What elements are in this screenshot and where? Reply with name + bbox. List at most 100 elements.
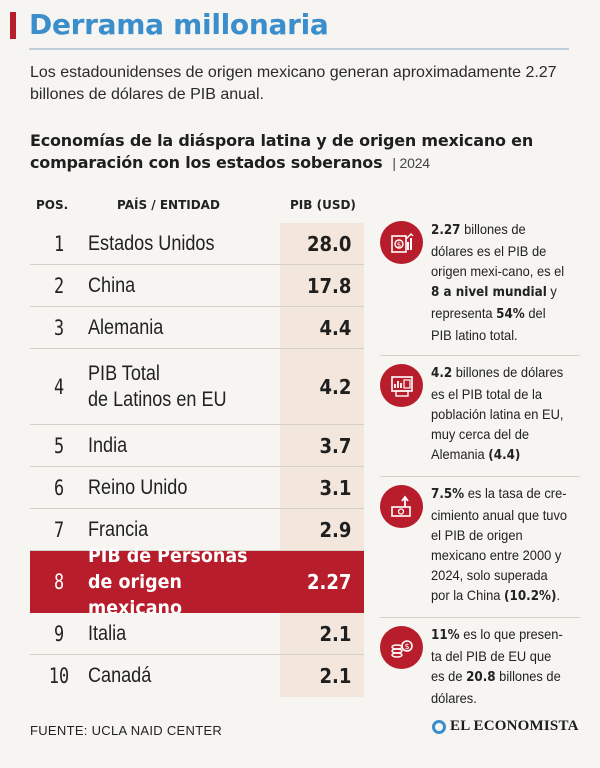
table-row: 2 China 17.8: [30, 265, 364, 307]
title-divider: [29, 48, 569, 50]
gdp-value: 2.1: [319, 664, 352, 688]
rank-position: 9: [53, 621, 65, 646]
fact-box: 7.5% es la tasa de cre-cimiento anual qu…: [380, 477, 580, 618]
gdp-value: 3.7: [319, 433, 352, 458]
fact-text-span: billones de dólares es el PIB de origen …: [431, 221, 565, 279]
column-header-pos: POS.: [36, 198, 69, 212]
table-row: 6 Reino Unido 3.1: [30, 467, 364, 509]
entity-name: India: [88, 433, 253, 459]
pib-column-background: [280, 223, 364, 697]
entity-name-line: de Latinos en EU: [88, 387, 227, 411]
fact-highlight: 8 a nivel mundial: [431, 285, 547, 300]
brand-globe-icon: [432, 719, 446, 734]
fact-text: 4.2 billones de dólares es el PIB total …: [431, 362, 568, 466]
gdp-value: 3.1: [319, 475, 352, 500]
fact-highlight: 4.2: [431, 366, 453, 381]
ranking-table: 1 Estados Unidos 28.0 2 China 17.8 3 Alemania 4.…: [30, 223, 364, 697]
chart-title: Economías de la diáspora latina y de ori…: [30, 130, 580, 174]
page-subtitle: Los estadounidenses de origen mexicano g…: [30, 64, 557, 103]
entity-name-line: Reino Unido: [88, 475, 188, 499]
fact-text: 2.27 billones de dólares es el PIB de or…: [431, 219, 568, 345]
table-row: 4 PIB Total de Latinos en EU 4.2: [30, 349, 364, 425]
fact-highlight: 11%: [431, 628, 460, 643]
svg-text:$: $: [404, 642, 409, 651]
fact-text-span: .: [556, 587, 561, 603]
table-row-highlight: 8 PIB de Personas de origen mexicano 2.27: [30, 545, 364, 619]
gdp-value: 2.9: [319, 517, 352, 542]
gdp-value: 17.8: [306, 273, 352, 298]
entity-name-line: China: [88, 273, 136, 297]
table-row: 10 Canadá 2.1: [30, 655, 364, 697]
rank-position: 5: [53, 433, 65, 458]
brand-name: EL ECONOMISTA: [450, 718, 579, 734]
entity-name-line: Italia: [88, 621, 127, 645]
page-title: Derrama millonaria: [29, 8, 329, 41]
gdp-value: 2.27: [306, 570, 352, 594]
entity-name: Reino Unido: [88, 475, 253, 501]
entity-name-line: India: [88, 433, 128, 457]
fact-box: 4.2 billones de dólares es el PIB total …: [380, 356, 580, 477]
entity-name-line: Canadá: [88, 664, 152, 687]
entity-name-line: de origen mexicano: [88, 571, 182, 619]
fact-highlight: 2.27: [431, 223, 461, 238]
fact-highlight: (4.4): [488, 448, 521, 463]
fact-highlight: (10.2%): [504, 589, 557, 604]
chart-year: | 2024: [392, 155, 430, 171]
entity-name: Francia: [88, 517, 253, 543]
table-row: 5 India 3.7: [30, 425, 364, 467]
gdp-value: 4.4: [319, 315, 352, 340]
table-row: 1 Estados Unidos 28.0: [30, 223, 364, 265]
coins-stack-icon: $: [380, 626, 423, 669]
fact-text-span: y representa: [431, 283, 557, 321]
fact-text-span: es la tasa de cre-cimiento anual que tuv…: [431, 485, 568, 603]
rank-position: 4: [53, 374, 65, 399]
table-row: 3 Alemania 4.4: [30, 307, 364, 349]
facts-panel: $2.27 billones de dólares es el PIB de o…: [380, 213, 580, 718]
calculator-chart-icon: [380, 364, 423, 407]
chart-title-text: Economías de la diáspora latina y de ori…: [30, 131, 534, 172]
fact-highlight: 20.8: [466, 670, 496, 685]
fact-highlight: 7.5%: [431, 487, 465, 502]
money-bag-chart-icon: $: [380, 221, 423, 264]
rank-position: 2: [53, 273, 65, 298]
entity-name-line: Francia: [88, 517, 149, 541]
fact-text-span: es lo que presen-ta del PIB de EU que es…: [431, 626, 563, 684]
table-row: 7 Francia 2.9: [30, 509, 364, 551]
entity-name-line: PIB Total: [88, 361, 160, 385]
brand-logo: EL ECONOMISTA: [432, 718, 579, 735]
gdp-value: 2.1: [319, 621, 352, 646]
fact-text-span: del PIB latino total.: [431, 305, 546, 343]
fact-box: $2.27 billones de dólares es el PIB de o…: [380, 213, 580, 356]
column-header-pib: PIB (USD): [290, 198, 356, 212]
entity-name: PIB Total de Latinos en EU: [88, 361, 253, 413]
entity-name: PIB de Personas de origen mexicano: [88, 543, 265, 621]
fact-highlight: 54%: [496, 307, 525, 322]
gdp-value: 4.2: [319, 374, 352, 399]
entity-name: Alemania: [88, 315, 253, 341]
fact-box: $11% es lo que presen-ta del PIB de EU q…: [380, 618, 580, 718]
entity-name: China: [88, 273, 253, 299]
entity-name: Canadá: [88, 663, 253, 689]
svg-text:$: $: [396, 241, 400, 249]
rank-position: 7: [53, 517, 65, 542]
fact-text: 11% es lo que presen-ta del PIB de EU qu…: [431, 624, 568, 708]
source-note: FUENTE: UCLA NAID CENTER: [30, 723, 223, 738]
entity-name: Italia: [88, 621, 253, 647]
fact-text-span: billones de dólares.: [431, 668, 561, 706]
entity-name-line: Estados Unidos: [88, 231, 215, 255]
column-header-pais: PAÍS / ENTIDAD: [117, 198, 220, 212]
entity-name: Estados Unidos: [88, 231, 253, 257]
fact-text-span: billones de dólares es el PIB total de l…: [431, 364, 564, 462]
gdp-value: 28.0: [306, 231, 352, 256]
table-row: 9 Italia 2.1: [30, 613, 364, 655]
entity-name-line: PIB de Personas: [88, 545, 248, 567]
title-accent-bar: [10, 12, 16, 39]
rank-position: 10: [48, 664, 70, 688]
rank-position: 8: [53, 570, 65, 594]
entity-name-line: Alemania: [88, 315, 164, 339]
rank-position: 6: [53, 475, 65, 500]
rank-position: 1: [53, 231, 65, 256]
growth-arrow-cash-icon: [380, 485, 423, 528]
rank-position: 3: [53, 315, 65, 340]
fact-text: 7.5% es la tasa de cre-cimiento anual qu…: [431, 483, 568, 607]
